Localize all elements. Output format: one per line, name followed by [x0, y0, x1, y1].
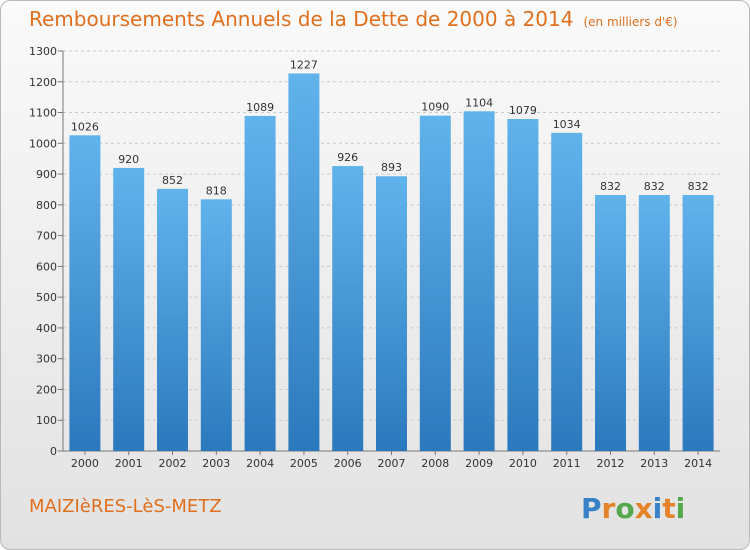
bar: [113, 167, 145, 451]
bar-value-label: 832: [644, 180, 665, 193]
y-tick-label: 700: [36, 230, 57, 243]
bar: [463, 111, 495, 452]
y-tick-label: 300: [36, 353, 57, 366]
y-tick-label: 200: [36, 383, 57, 396]
bar: [69, 135, 101, 452]
city-name: MAIZIèRES-LèS-METZ: [29, 496, 222, 517]
x-tick-label: 2009: [465, 457, 493, 470]
bar-chart: 0 100 200 300 400 500 600 700 800 900 1000 1100 1200…: [29, 45, 720, 470]
x-tick-label: 2005: [290, 457, 318, 470]
x-tick-label: 2014: [684, 457, 712, 470]
bar-value-label: 852: [162, 174, 183, 187]
x-tick-label: 2012: [597, 457, 625, 470]
chart-unit: (en milliers d'€): [583, 15, 678, 29]
y-tick-label: 800: [36, 199, 57, 212]
bar: [551, 132, 583, 451]
x-tick-label: 2001: [115, 457, 143, 470]
bar: [419, 115, 451, 451]
y-tick-label: 400: [36, 322, 57, 335]
bar: [376, 176, 407, 451]
x-tick-label: 2008: [421, 457, 449, 470]
bar-value-label: 1026: [71, 120, 99, 133]
y-tick-label: 1300: [29, 45, 57, 58]
x-tick-label: 2011: [553, 457, 581, 470]
y-tick-label: 900: [36, 168, 57, 181]
bar: [507, 119, 539, 451]
chart-title: Remboursements Annuels de la Dette de 20…: [29, 7, 678, 31]
bar-value-label: 818: [206, 184, 227, 197]
bar: [595, 195, 626, 451]
x-tick-label: 2000: [71, 457, 99, 470]
x-tick-label: 2006: [334, 457, 362, 470]
y-tick-label: 600: [36, 260, 57, 273]
y-tick-label: 1000: [29, 137, 57, 150]
x-tick-label: 2002: [159, 457, 187, 470]
bar-value-label: 1089: [246, 101, 274, 114]
y-tick-label: 1100: [29, 107, 57, 120]
bar-value-label: 832: [688, 180, 709, 193]
bar: [682, 195, 714, 451]
bar-value-label: 926: [337, 151, 358, 164]
x-tick-label: 2013: [640, 457, 668, 470]
y-tick-label: 0: [50, 445, 57, 458]
x-tick-label: 2007: [378, 457, 406, 470]
chart-title-text: Remboursements Annuels de la Dette de 20…: [29, 7, 574, 31]
bar: [288, 73, 320, 451]
bar-value-label: 893: [381, 161, 402, 174]
bar-value-label: 1090: [421, 101, 449, 114]
bar-value-label: 920: [118, 153, 139, 166]
svg-text:Proxiti: Proxiti: [581, 492, 685, 525]
y-tick-label: 100: [36, 414, 57, 427]
bar-value-label: 832: [600, 180, 621, 193]
bar: [332, 166, 364, 452]
y-tick-label: 1200: [29, 76, 57, 89]
bar: [157, 188, 188, 451]
bar-value-label: 1227: [290, 58, 318, 71]
proxiti-logo: Proxiti: [581, 492, 685, 525]
bar-value-label: 1104: [465, 96, 493, 109]
bar: [638, 195, 670, 451]
bar: [200, 199, 232, 451]
x-tick-label: 2010: [509, 457, 537, 470]
y-tick-label: 500: [36, 291, 57, 304]
bar: [244, 115, 276, 451]
x-tick-label: 2003: [202, 457, 230, 470]
bar-value-label: 1034: [553, 118, 581, 131]
bar-value-label: 1079: [509, 104, 537, 117]
x-tick-label: 2004: [246, 457, 274, 470]
